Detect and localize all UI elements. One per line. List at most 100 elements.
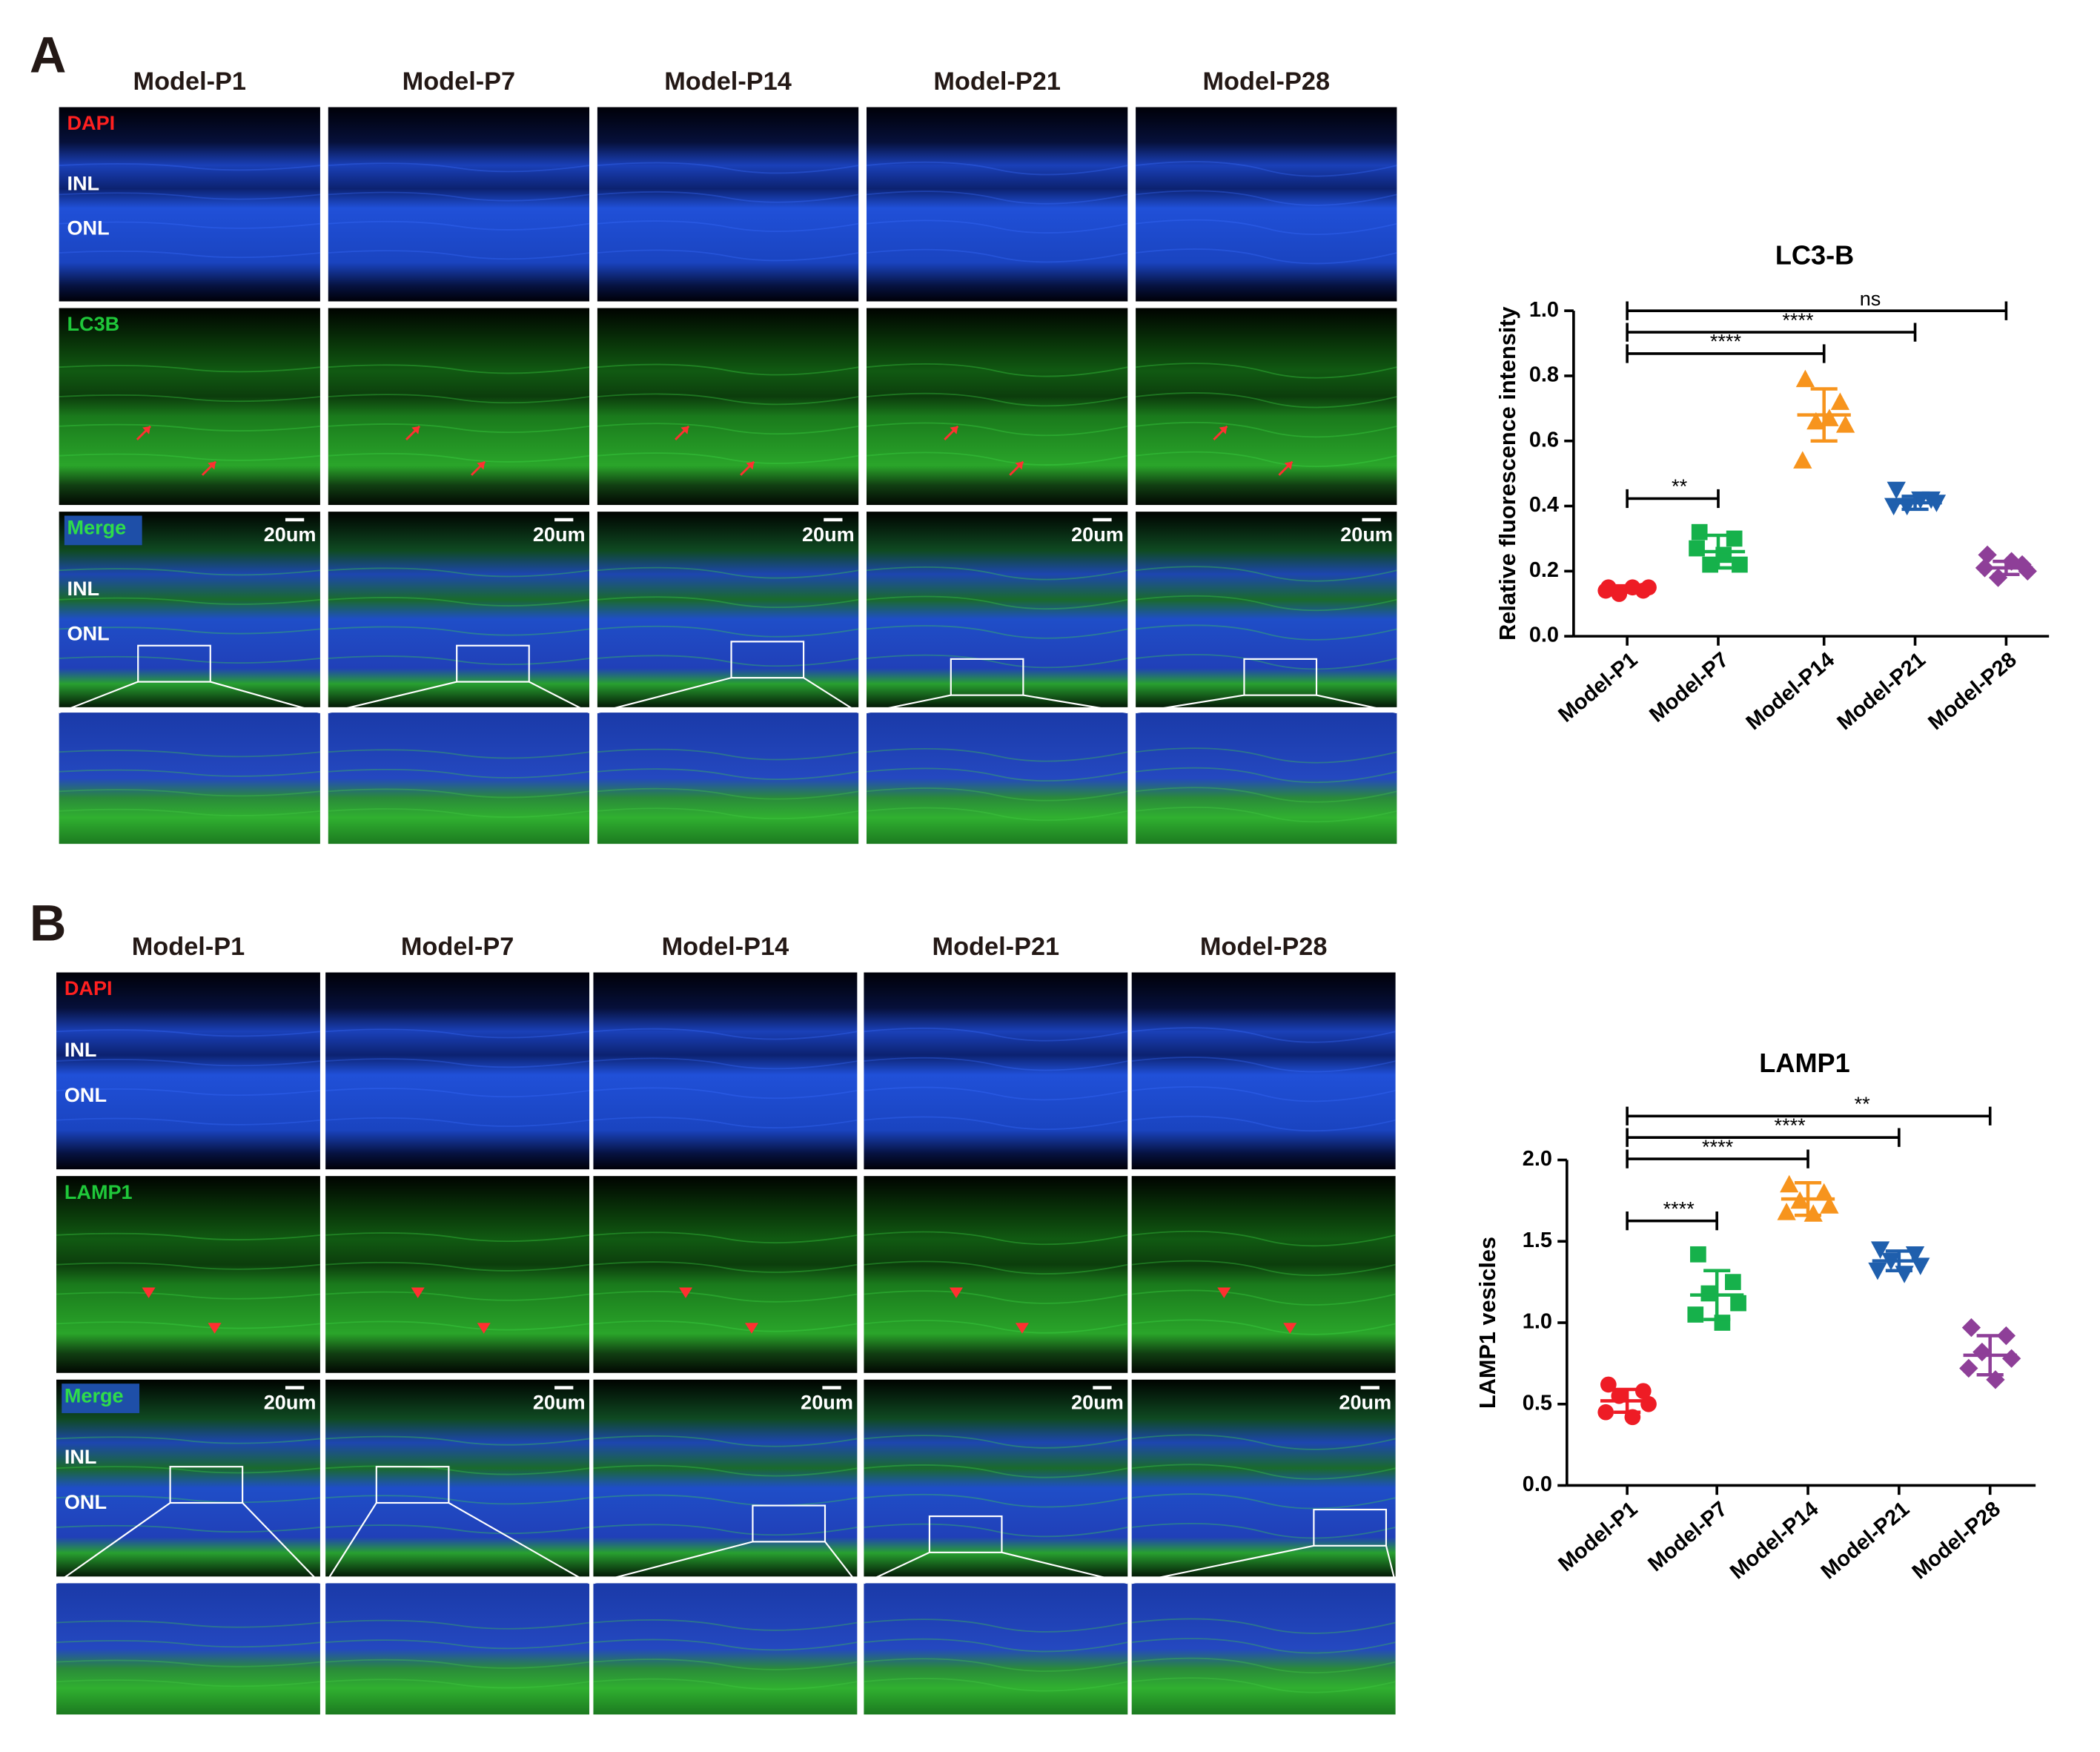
tissue-texture	[328, 655, 590, 666]
micrograph	[325, 972, 590, 1170]
layer-label: ONL	[64, 1083, 107, 1106]
micrograph	[597, 107, 859, 302]
tissue-texture	[593, 1261, 858, 1273]
tissue-texture	[325, 1320, 590, 1331]
chart-title: LAMP1	[1759, 1048, 1849, 1078]
arrow-head	[1219, 426, 1228, 434]
tissue-texture	[593, 1320, 858, 1332]
tissue-texture	[56, 1232, 321, 1240]
zoom-line	[448, 1502, 590, 1584]
row-label: Merge	[67, 516, 126, 539]
point	[1597, 1404, 1614, 1421]
tissue-texture	[597, 566, 859, 579]
layer-label: INL	[67, 577, 99, 600]
tissue-texture	[864, 1493, 1128, 1508]
tissue-texture	[328, 423, 590, 434]
tissue-texture	[864, 1638, 1128, 1653]
tissue-texture	[56, 1466, 321, 1474]
micrograph	[597, 512, 859, 707]
tissue-texture	[1136, 363, 1397, 379]
panel-label: A	[30, 27, 67, 84]
micrograph	[597, 713, 859, 844]
tissue-texture	[593, 1087, 858, 1100]
x-tick-label: Model-P14	[1742, 648, 1839, 735]
tissue-texture	[325, 1117, 590, 1127]
significance-bracket	[1626, 344, 1826, 363]
zoom-line	[1001, 1551, 1128, 1584]
tissue-texture	[328, 597, 590, 606]
micrograph	[325, 1379, 590, 1577]
significance-label: **	[1672, 475, 1688, 497]
tissue-texture	[866, 595, 1128, 610]
point	[1687, 1306, 1704, 1323]
arrow-head	[1015, 1323, 1029, 1334]
tissue-texture	[328, 452, 590, 463]
micrograph	[593, 1379, 858, 1577]
column-header: Model-P7	[403, 67, 516, 96]
zoom-box	[928, 1515, 1003, 1553]
tissue-texture	[59, 365, 321, 373]
point	[1777, 1203, 1796, 1220]
micrograph	[325, 1583, 590, 1715]
micrograph	[1136, 713, 1397, 844]
tissue-texture	[1131, 1677, 1396, 1693]
tissue-texture	[325, 1659, 590, 1669]
tissue-texture	[325, 1465, 590, 1475]
scale-bar-label: 20um	[264, 1390, 317, 1413]
tissue-texture	[864, 1464, 1128, 1478]
tissue-texture	[1136, 806, 1397, 823]
tissue-texture	[56, 1059, 321, 1067]
tissue-texture	[866, 392, 1128, 407]
scale-bar-label: 20um	[801, 1390, 853, 1413]
zoom-line	[824, 1541, 858, 1584]
zoom-line	[866, 694, 952, 714]
x-tick-label: Model-P28	[1908, 1497, 2005, 1584]
significance-label: ****	[1663, 1197, 1695, 1220]
row-label: Merge	[64, 1384, 124, 1406]
scale-bar-label: 20um	[1340, 523, 1393, 546]
significance-bracket	[1626, 1128, 1901, 1147]
zoom-box	[169, 1466, 244, 1504]
zoom-line	[210, 681, 321, 714]
tissue-texture	[325, 1232, 590, 1243]
tissue-texture	[328, 250, 590, 260]
point	[1820, 1196, 1839, 1214]
tissue-texture	[59, 221, 321, 229]
scale-bar-label: 20um	[1339, 1390, 1391, 1413]
arrow-head	[142, 426, 150, 434]
tissue-texture	[1136, 392, 1397, 409]
tissue-texture	[864, 1086, 1128, 1101]
arrow-head	[477, 461, 486, 470]
zoom-line	[529, 681, 590, 714]
y-tick-label: 1.0	[1523, 1310, 1552, 1334]
arrow-head	[1015, 461, 1024, 470]
micrograph	[328, 308, 590, 506]
x-tick-label: Model-P21	[1817, 1497, 1914, 1584]
column-header: Model-P21	[933, 933, 1060, 961]
y-tick-label: 0.6	[1529, 428, 1559, 452]
column-header: Model-P14	[662, 933, 789, 961]
micrograph	[328, 512, 590, 707]
tissue-texture	[56, 1292, 321, 1300]
x-tick-label: Model-P21	[1833, 648, 1930, 735]
zoom-box	[1243, 658, 1318, 696]
zoom-box	[375, 1466, 450, 1504]
row-label: LC3B	[67, 312, 119, 335]
x-tick-label: Model-P7	[1643, 1497, 1732, 1576]
arrow-head	[208, 1323, 222, 1334]
micrograph	[59, 713, 320, 844]
tissue-texture	[328, 749, 590, 759]
significance-bracket	[1626, 301, 2008, 320]
tissue-texture	[1136, 421, 1397, 438]
tissue-texture	[866, 767, 1128, 782]
tissue-texture	[1136, 787, 1397, 803]
tissue-texture	[597, 191, 859, 203]
x-tick-label: Model-P14	[1726, 1497, 1823, 1584]
tissue-texture	[866, 191, 1128, 205]
point	[1725, 1274, 1741, 1290]
point	[1803, 1204, 1823, 1222]
point	[1868, 1262, 1887, 1280]
zoom-line	[803, 677, 859, 714]
